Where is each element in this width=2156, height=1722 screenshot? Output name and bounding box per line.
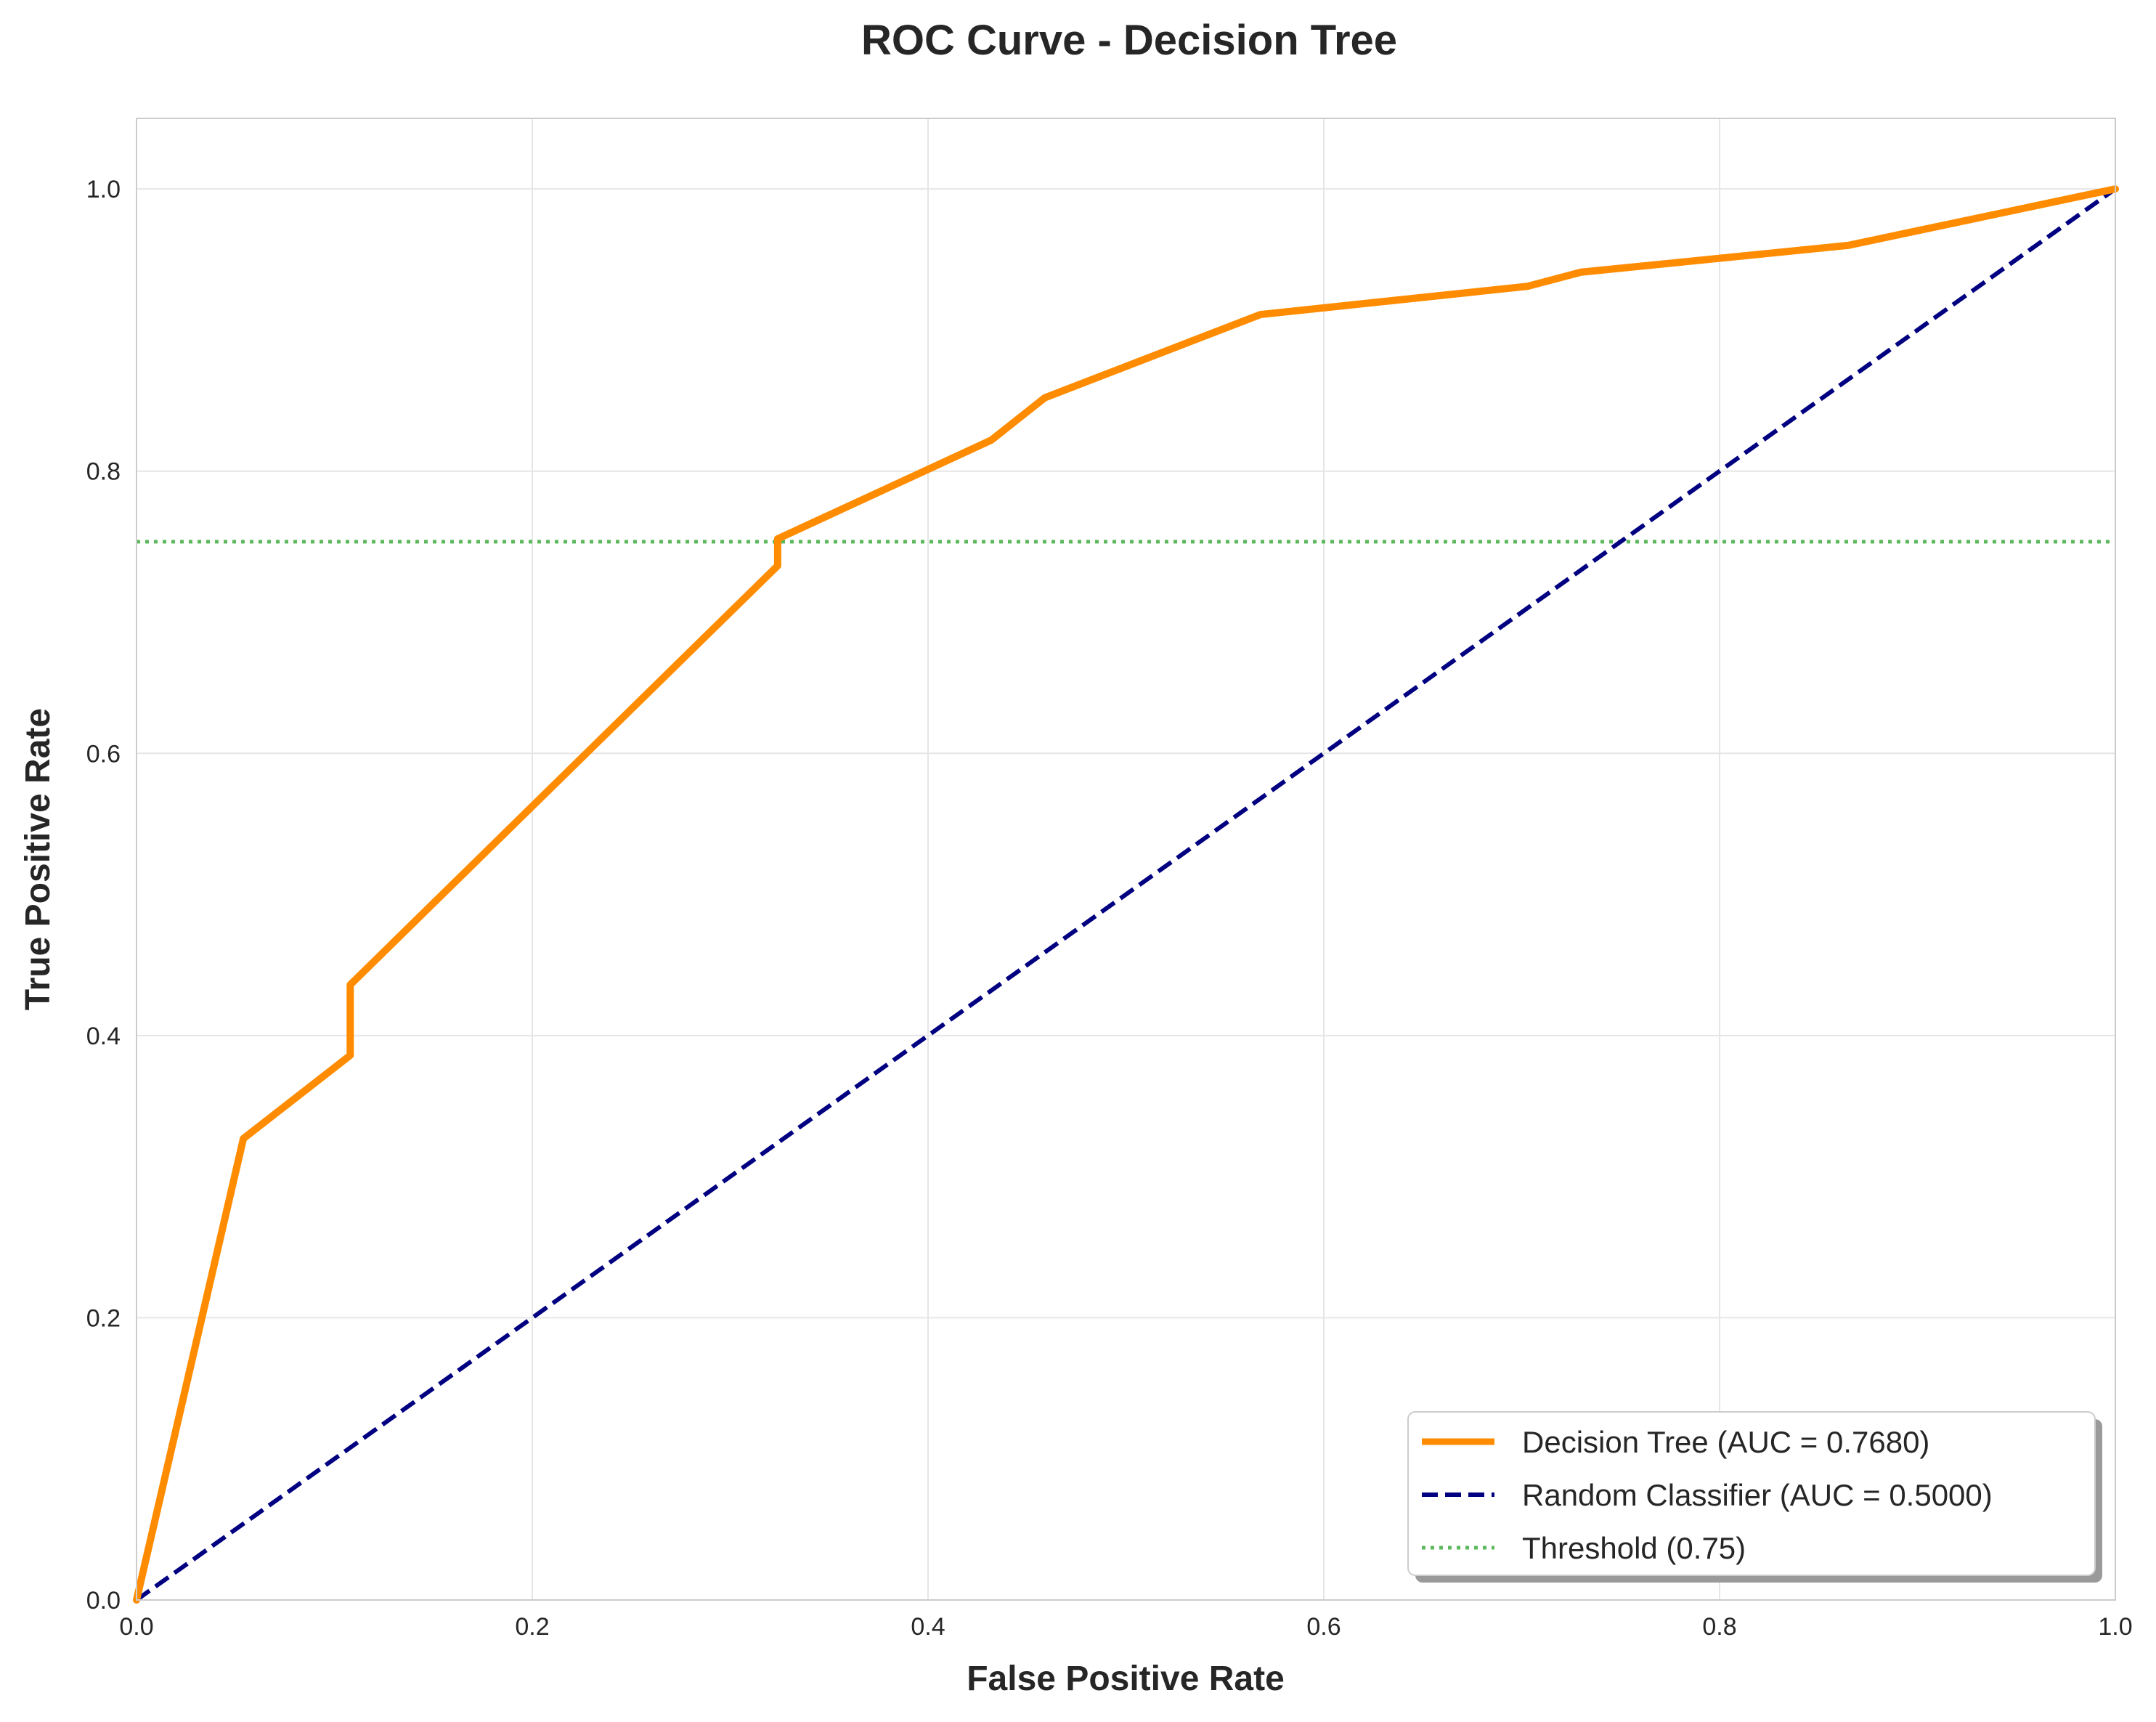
series-layer — [133, 185, 2119, 1604]
x-tick-label: 0.4 — [911, 1613, 945, 1641]
x-tick-label: 0.2 — [515, 1613, 549, 1641]
y-axis-label: True Positive Rate — [19, 708, 57, 1010]
x-tick-label: 0.6 — [1306, 1613, 1341, 1641]
y-tick-label: 0.0 — [86, 1587, 121, 1615]
x-axis-label: False Positive Rate — [967, 1660, 1285, 1698]
chart-title: ROC Curve - Decision Tree — [861, 17, 1397, 64]
legend-label-decision-tree: Decision Tree (AUC = 0.7680) — [1522, 1425, 1929, 1459]
legend-label-threshold: Threshold (0.75) — [1522, 1531, 1746, 1565]
x-tick-label: 0.0 — [119, 1613, 153, 1641]
plot-frame — [136, 118, 2116, 1601]
y-tick-label: 0.2 — [86, 1304, 121, 1332]
series-decision-tree-line — [133, 185, 2119, 1604]
x-tick-label: 0.8 — [1702, 1613, 1736, 1641]
x-tick-label: 1.0 — [2098, 1613, 2132, 1641]
y-tick-label: 0.6 — [86, 740, 121, 768]
grid — [136, 118, 2116, 1601]
y-tick-label: 1.0 — [86, 176, 121, 203]
legend-box — [1407, 1411, 2096, 1576]
series-random-classifier-line — [135, 187, 2117, 1602]
ticks: 0.0 0.2 0.4 0.6 0.8 1.0 0.0 0.2 0.4 0.6 0.8 1.0 — [86, 176, 2133, 1641]
y-tick-label: 0.8 — [86, 458, 121, 486]
legend: Decision Tree (AUC = 0.7680) Random Clas… — [1407, 1411, 2102, 1583]
y-tick-label: 0.4 — [86, 1023, 121, 1050]
legend-label-random-classifier: Random Classifier (AUC = 0.5000) — [1522, 1478, 1993, 1512]
